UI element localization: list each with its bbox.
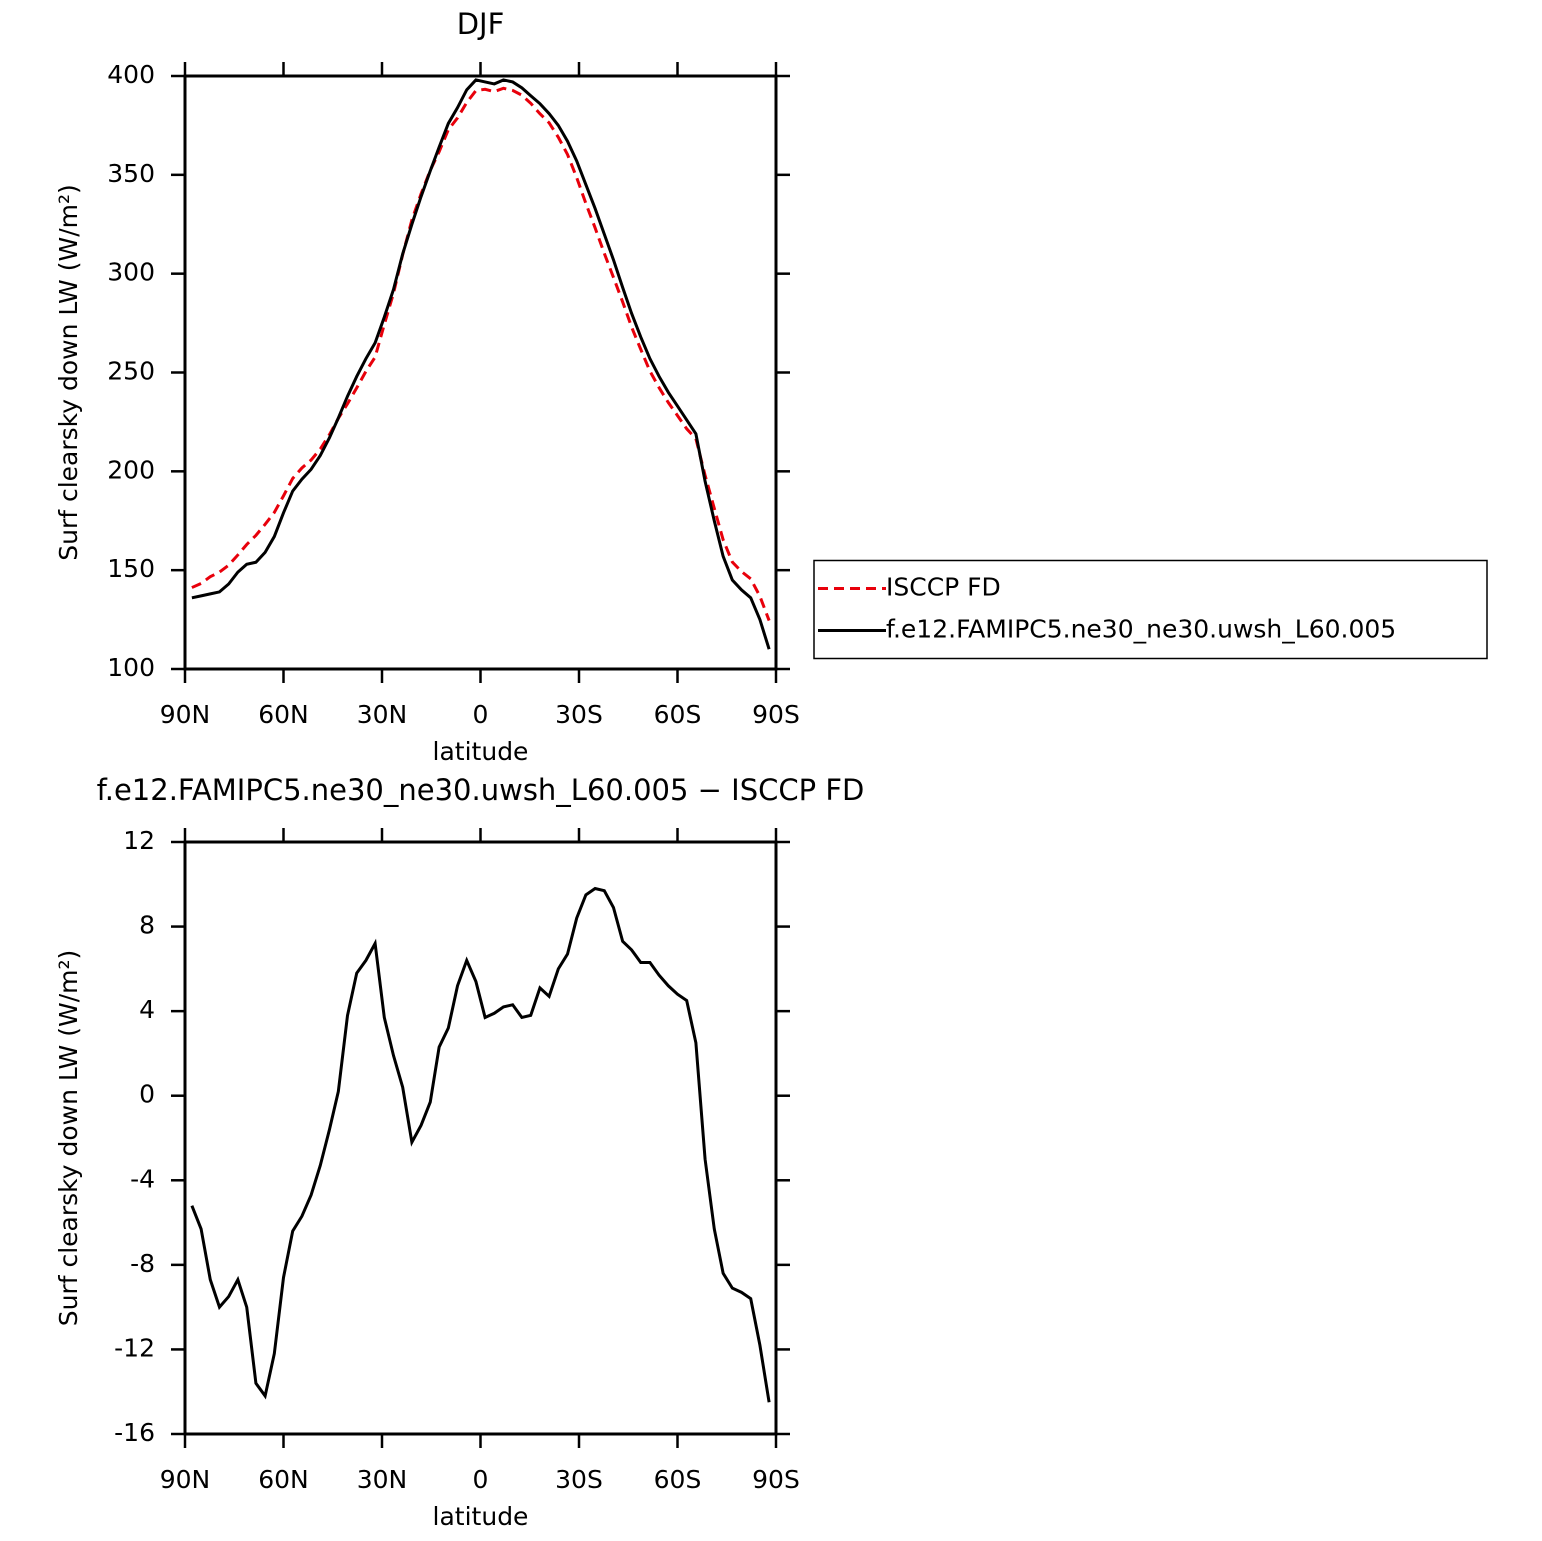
x-tick-label: 60N xyxy=(258,700,309,729)
y-tick-label: 400 xyxy=(107,60,155,89)
y-axis-label: Surf clearsky down LW (W/m²) xyxy=(54,950,83,1327)
plot-frame xyxy=(183,840,778,1436)
x-tick-label: 30N xyxy=(357,700,408,729)
x-tick-label: 30S xyxy=(555,700,603,729)
x-tick-label: 90N xyxy=(160,1465,211,1494)
y-tick-label: 250 xyxy=(107,357,155,386)
chart-title: DJF xyxy=(457,7,505,41)
y-tick-label: 350 xyxy=(107,159,155,188)
data-line xyxy=(191,78,771,650)
x-tick-label: 90S xyxy=(752,1465,800,1494)
chart-title: f.e12.FAMIPC5.ne30_ne30.uwsh_L60.005 − I… xyxy=(97,773,865,807)
data-line xyxy=(190,886,771,1403)
y-axis-label: Surf clearsky down LW (W/m²) xyxy=(54,184,83,561)
panel: DJF latitude Surf clearsky down LW (W/m²) 1… xyxy=(54,7,1488,766)
y-tick-label: 150 xyxy=(107,554,155,583)
y-tick-label: -12 xyxy=(114,1333,155,1362)
y-tick-label: 12 xyxy=(123,826,155,855)
x-tick-label: 90N xyxy=(160,700,211,729)
y-tick-label: 0 xyxy=(139,1080,155,1109)
x-tick-label: 90S xyxy=(752,700,800,729)
x-tick-label: 60S xyxy=(654,700,702,729)
legend-box xyxy=(813,559,1488,660)
y-tick-label: -8 xyxy=(130,1249,155,1278)
data-line xyxy=(191,86,771,622)
plot-frame xyxy=(183,74,778,671)
y-tick-label: 4 xyxy=(139,995,155,1024)
x-axis-label: latitude xyxy=(433,1502,529,1531)
x-tick-label: 0 xyxy=(473,700,489,729)
legend-label: f.e12.FAMIPC5.ne30_ne30.uwsh_L60.005 xyxy=(886,615,1396,644)
x-tick-label: 30S xyxy=(555,1465,603,1494)
x-tick-label: 60S xyxy=(654,1465,702,1494)
y-tick-label: -16 xyxy=(114,1418,155,1447)
y-tick-label: 8 xyxy=(139,911,155,940)
legend: ISCCP FD f.e12.FAMIPC5.ne30_ne30.uwsh_L60… xyxy=(813,559,1488,660)
y-tick-label: 100 xyxy=(107,653,155,682)
legend-label: ISCCP FD xyxy=(886,573,1001,602)
x-tick-label: 0 xyxy=(473,1465,489,1494)
x-tick-label: 30N xyxy=(357,1465,408,1494)
panel: f.e12.FAMIPC5.ne30_ne30.uwsh_L60.005 − I… xyxy=(54,773,864,1531)
x-tick-label: 60N xyxy=(258,1465,309,1494)
y-tick-label: 300 xyxy=(107,258,155,287)
y-tick-label: -4 xyxy=(130,1164,155,1193)
y-tick-label: 200 xyxy=(107,455,155,484)
x-axis-label: latitude xyxy=(433,737,529,766)
